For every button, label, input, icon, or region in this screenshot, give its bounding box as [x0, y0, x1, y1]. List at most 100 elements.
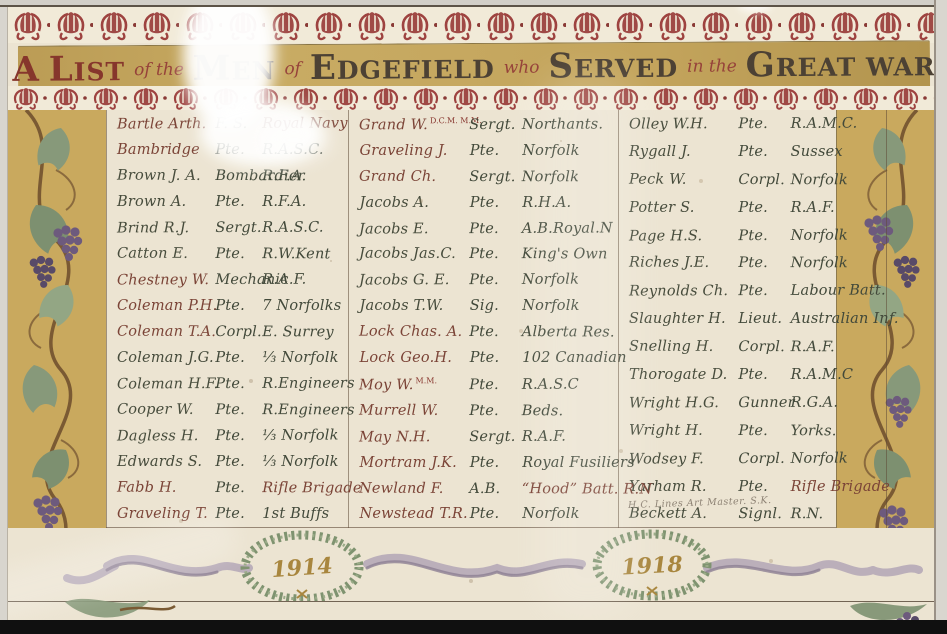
paper-margin-bottom	[7, 602, 936, 620]
rank: Pte.	[738, 255, 769, 272]
rank: Pte.	[469, 194, 500, 211]
regiment: R.A.S.C.	[262, 142, 324, 159]
serviceman-name: Slaughter H.	[629, 311, 726, 328]
rank: Pte.	[738, 143, 768, 160]
roll-row: Jacobs E. Pte. A.B.Royal.N	[359, 219, 614, 237]
regiment: R.Engineers	[262, 402, 355, 419]
regiment: 7 Norfolks	[262, 298, 342, 315]
regiment: Rifle Brigade	[262, 480, 362, 497]
regiment: R.A.F.	[790, 339, 835, 356]
serviceman-name: Jacobs G. E.	[359, 272, 451, 289]
wreath-band: 1914 1918	[7, 528, 936, 601]
regiment: Norfolk	[790, 227, 848, 244]
roll-row: Thorogate D. Pte. R.A.M.C	[629, 368, 878, 383]
serviceman-name: Murrell W.	[359, 402, 440, 419]
roll-of-honour-columns: Bartle Arth. F. S. Royal Navy Bambridge …	[106, 110, 898, 528]
regiment: A.B.Royal.N	[522, 219, 614, 237]
roll-row: Jacobs A. Pte. R.H.A.	[359, 196, 610, 211]
regiment: 102 Canadian	[522, 350, 627, 367]
serviceman-name: Snelling H.	[628, 338, 714, 355]
roll-column-3: Olley W.H. Pte. R.A.M.C. Rygall J. Pte. …	[618, 110, 898, 528]
regiment: R.W.Kent	[262, 246, 331, 263]
svg-text:1918: 1918	[621, 551, 684, 580]
roll-row: Peck W. Corpl. Norfolk	[629, 171, 878, 188]
serviceman-name: Lock Geo.H.	[359, 350, 453, 367]
serviceman-name: Graveling T.	[117, 506, 208, 523]
serviceman-name: Wodsey F.	[628, 450, 705, 468]
title-word: of the	[134, 59, 184, 81]
serviceman-name: Mortram J.K.	[359, 454, 457, 471]
roll-row: Olley W.H. Pte. R.A.M.C.	[629, 115, 878, 133]
regiment: R.H.A.	[522, 194, 572, 211]
art-nouveau-bud-pattern-icon	[7, 86, 936, 110]
serviceman-name: Brown J. A.	[116, 167, 201, 184]
rank: Pte.	[469, 272, 500, 289]
roll-row: Jacobs Jas.C. Pte. King's Own	[359, 246, 610, 263]
roll-row: Jacobs G. E. Pte. Norfolk	[359, 272, 610, 289]
regiment: 1st Buffs	[262, 506, 330, 523]
regiment: R.A.M.C.	[790, 115, 858, 132]
serviceman-name: Catton E.	[116, 245, 189, 263]
serviceman-name: Lock Chas. A.	[359, 323, 463, 341]
art-nouveau-bud-pattern-icon	[7, 7, 936, 43]
regiment: Norfolk	[522, 168, 580, 186]
rank: Pte.	[469, 324, 500, 341]
roll-row: Jacobs T.W. Sig. Norfolk	[359, 299, 610, 314]
rank: Pte.	[738, 367, 768, 384]
regiment: Norfolk	[522, 506, 580, 523]
serviceman-name: Dagless H.	[116, 428, 199, 445]
regiment: Royal Navy	[262, 115, 348, 132]
title-word: A	[12, 49, 40, 90]
roll-row: Grand Ch. Sergt. Norfolk	[359, 168, 610, 186]
regiment: R.G.A.	[790, 394, 839, 411]
regiment: R.A.M.C	[790, 367, 854, 384]
roll-column-1: Bartle Arth. F. S. Royal Navy Bambridge …	[106, 110, 362, 528]
regiment: Labour Batt.	[790, 282, 886, 300]
rank: Pte.	[215, 194, 245, 211]
rank: Sergt.	[469, 168, 517, 185]
roll-row: Page H.S. Pte. Norfolk	[629, 227, 878, 244]
title-word: SERVED	[548, 45, 679, 87]
roll-row: Fabb H. Pte. Rifle Brigade	[116, 480, 362, 497]
roll-row: Moy W. M.M. Pte. R.A.S.C	[359, 376, 610, 393]
serviceman-name: Yarham R.	[629, 478, 707, 495]
title-word: of	[284, 59, 302, 80]
title-word: who	[503, 57, 540, 78]
rank: Sergt.	[215, 219, 262, 237]
title-band: A LIST of the MEN of EDGEFIELD who SERVED in the…	[12, 40, 936, 93]
regiment: King's Own	[522, 246, 609, 263]
regiment: Alberta Res.	[522, 324, 616, 341]
title-word: GREAT WAR	[745, 44, 936, 85]
rank: Pte.	[215, 350, 245, 367]
rank: Mechanic	[215, 271, 289, 289]
regiment: ⅓ Norfolk	[262, 454, 339, 471]
frame-edge-left	[0, 0, 8, 634]
serviceman-name: Thorogate D.	[629, 367, 728, 384]
title-word: LIST	[48, 48, 126, 90]
roll-row: Brown A. Pte. R.F.A.	[117, 195, 340, 210]
rank: Pte.	[738, 283, 769, 300]
rank: Pte.	[215, 480, 245, 497]
serviceman-name: Fabb H.	[116, 480, 177, 497]
title-word: in the	[687, 56, 737, 77]
rank: Pte.	[215, 142, 245, 159]
roll-row: Snelling H. Corpl. R.A.F.	[628, 338, 878, 356]
regiment: Sussex	[790, 143, 843, 160]
roll-row: Murrell W. Pte. Beds.	[359, 402, 610, 419]
roll-row: Yarham R. Pte. Rifle Brigade	[629, 478, 890, 495]
rank: A.B.	[469, 480, 501, 497]
rank: Pte.	[469, 454, 500, 471]
medal-initials: M.M.	[416, 376, 438, 386]
bottom-rule-line	[6, 601, 936, 602]
serviceman-name: Wright H.	[628, 422, 703, 439]
regiment: ⅓ Norfolk	[262, 427, 339, 445]
wreath-1918: 1918	[592, 529, 712, 601]
roll-row: Newstead T.R. Pte. Norfolk	[359, 507, 610, 522]
rank: Pte.	[215, 246, 245, 263]
rank: Pte.	[215, 506, 245, 523]
rank: Gunner	[738, 394, 795, 411]
rank: Pte.	[469, 220, 500, 237]
frame-edge-top	[0, 0, 947, 7]
serviceman-name: Brind R.J.	[116, 220, 190, 237]
roll-row: Rygall J. Pte. Sussex	[629, 145, 878, 160]
